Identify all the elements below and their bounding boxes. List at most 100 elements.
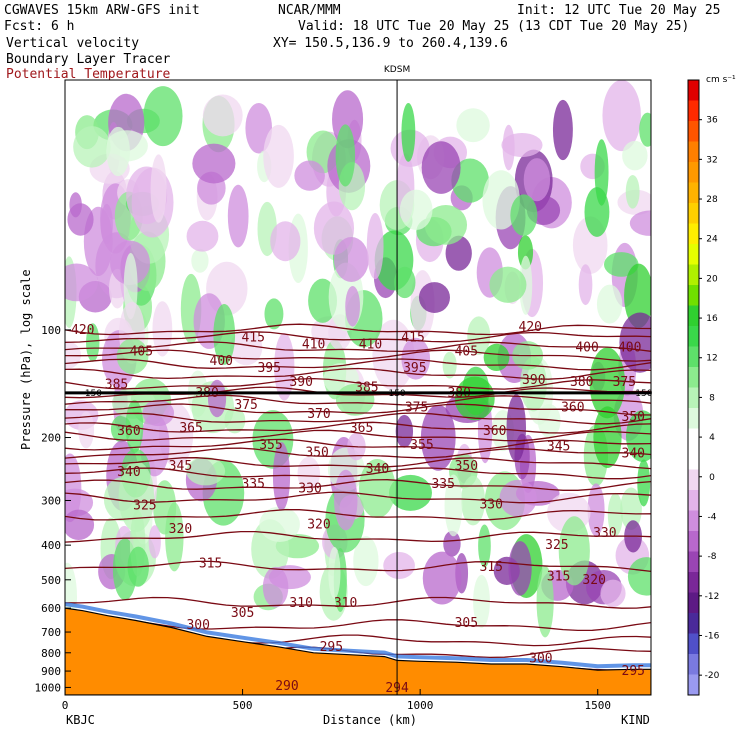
- w-cell: [192, 143, 236, 184]
- w-cell: [593, 406, 622, 468]
- w-cell: [499, 479, 537, 517]
- colorbar-swatch: [688, 121, 699, 142]
- x-tick-label: 500: [233, 699, 253, 712]
- colorbar-frame: [687, 79, 700, 696]
- theta-label: 380: [570, 375, 593, 390]
- w-cell: [230, 330, 263, 366]
- theta-label: 350: [305, 445, 328, 460]
- w-cell: [451, 158, 489, 203]
- y-axis: 100 200 300 400 500 600 700 800 900 1000: [35, 324, 71, 694]
- y-axis-label: Pressure (hPa), log scale: [19, 269, 33, 450]
- theta-label: 385: [105, 377, 128, 392]
- xy-endpoints: XY= 150.5,136.9 to 260.4,139.6: [273, 36, 508, 51]
- y-tick-label: 600: [41, 602, 61, 615]
- w-cell: [106, 126, 130, 177]
- colorbar-swatch: [688, 613, 699, 634]
- w-cell: [622, 140, 648, 171]
- x-tick-label: 0: [62, 699, 69, 712]
- w-cell: [442, 351, 457, 379]
- theta-contour: [65, 331, 651, 344]
- colorbar-tick-label: 8: [709, 393, 715, 403]
- w-cell: [78, 411, 95, 449]
- colorbar-swatch: [688, 367, 699, 388]
- theta-label: 340: [622, 447, 645, 462]
- theta-label: 335: [241, 477, 264, 492]
- colorbar-tick-label: 32: [706, 155, 717, 165]
- theta-label: 320: [169, 522, 192, 537]
- model-title: CGWAVES 15km ARW-GFS init: [4, 3, 200, 18]
- field-label-boundary-layer-tracer: Boundary Layer Tracer: [6, 52, 171, 67]
- theta-contour: [65, 412, 651, 425]
- colorbar: 36 32 28 24 20 16 12 8 4 0 -4 -8 -12 -16 -20: [687, 79, 720, 696]
- w-cell: [100, 203, 113, 245]
- w-cell: [508, 541, 532, 596]
- theta-label: 420: [71, 323, 94, 338]
- w-cell: [587, 483, 605, 537]
- colorbar-tick-label: 28: [706, 195, 718, 205]
- theta-label: 420: [519, 320, 542, 335]
- w-cell: [483, 343, 510, 372]
- theta-label: 325: [133, 499, 156, 514]
- colorbar-swatch: [688, 182, 699, 204]
- w-cell: [272, 442, 291, 511]
- w-cell: [607, 492, 623, 537]
- colorbar-swatch: [688, 408, 699, 429]
- theta-contour: [65, 341, 651, 353]
- theta-label: 410: [359, 338, 382, 353]
- theta-label: 350: [622, 410, 645, 425]
- w-cell: [602, 80, 641, 152]
- y-tick-label: 900: [41, 665, 61, 678]
- theta-label: 315: [547, 570, 570, 585]
- w-cell: [263, 124, 294, 188]
- w-cell: [165, 502, 184, 572]
- left-station-label: KBJC: [66, 713, 95, 727]
- mid-station-label: KDSM: [384, 65, 410, 75]
- theta-label: 335: [431, 477, 454, 492]
- theta-label: 365: [179, 421, 202, 436]
- w-cell: [578, 264, 593, 306]
- theta-contour: [65, 596, 651, 609]
- colorbar-swatch: [688, 531, 699, 552]
- theta-label: 300: [529, 651, 552, 666]
- tropopause-mark: 150: [635, 389, 652, 399]
- w-cell: [445, 235, 472, 271]
- w-cell: [345, 285, 360, 327]
- w-cell: [620, 487, 642, 531]
- theta-contour: [65, 457, 651, 470]
- w-cell: [264, 298, 284, 330]
- plot-frame: [64, 79, 652, 696]
- y-tick-label: 200: [41, 432, 61, 445]
- w-cell: [335, 124, 356, 187]
- colorbar-tick-label: 16: [706, 314, 718, 324]
- w-cell: [269, 565, 311, 590]
- colorbar-swatch: [688, 203, 699, 224]
- w-cell: [333, 237, 369, 283]
- theta-contour: [65, 377, 651, 390]
- w-cell: [418, 282, 450, 313]
- w-cell: [227, 184, 249, 248]
- w-cell: [584, 187, 610, 237]
- colorbar-swatch: [688, 244, 699, 265]
- w-cell: [422, 551, 462, 605]
- theta-label: 405: [130, 345, 153, 360]
- w-cell: [270, 221, 301, 262]
- theta-contour: [65, 509, 651, 521]
- w-cell: [150, 154, 167, 223]
- y-tick-label: 800: [41, 647, 61, 660]
- boundary-layer-tracer: [65, 602, 651, 669]
- colorbar-swatch: [688, 633, 699, 655]
- theta-label: 315: [199, 556, 222, 571]
- colorbar-tick-label: -20: [705, 671, 720, 681]
- forecast-hour: Fcst: 6 h: [4, 19, 74, 34]
- w-cell: [148, 525, 161, 559]
- colorbar-swatch: [688, 592, 699, 614]
- theta-contour: [65, 479, 651, 491]
- theta-label: 330: [479, 498, 502, 513]
- w-cell: [421, 141, 461, 194]
- w-cell: [399, 189, 433, 231]
- theta-label: 300: [186, 618, 209, 633]
- theta-label: 310: [289, 596, 312, 611]
- w-cell: [294, 160, 325, 191]
- theta-label: 355: [259, 438, 282, 453]
